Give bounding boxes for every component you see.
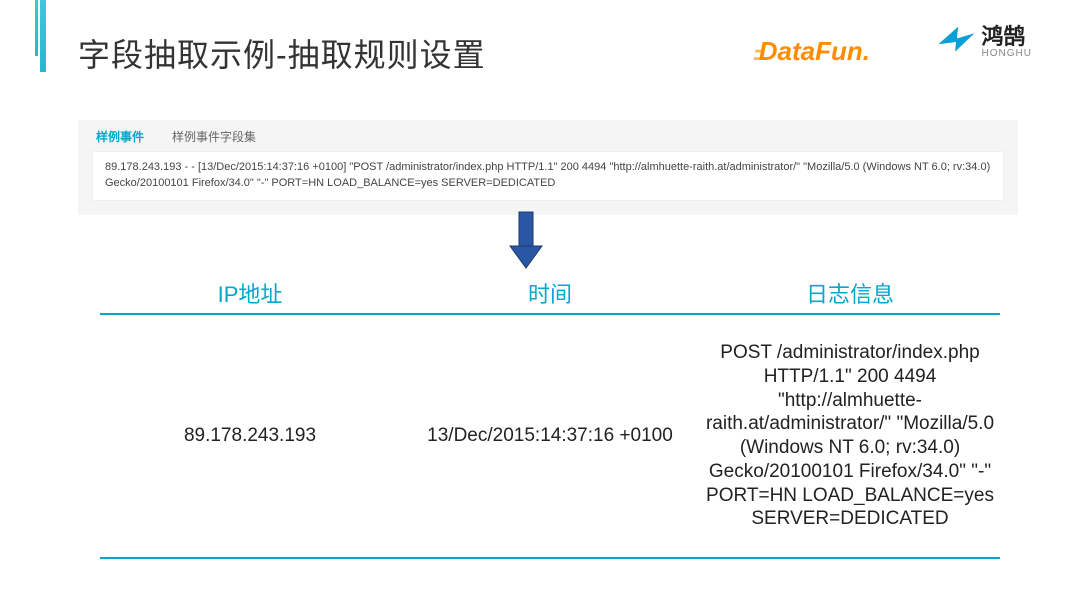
honghu-logo: 鸿鹄 HONGHU [934,20,1032,64]
cell-ip: 89.178.243.193 [100,424,400,448]
sample-panel: 样例事件 样例事件字段集 89.178.243.193 - - [13/Dec/… [78,120,1018,215]
accent-bar [40,0,46,72]
datafun-logo: :::DataFun. [753,36,870,67]
cell-time: 13/Dec/2015:14:37:16 +0100 [400,424,700,448]
tab-sample-event[interactable]: 样例事件 [96,128,144,145]
table-header-row: IP地址 时间 日志信息 [100,277,1000,315]
honghu-cn: 鸿鹄 [982,26,1032,48]
cell-log: POST /administrator/index.php HTTP/1.1" … [700,341,1000,531]
header-ip: IP地址 [100,277,400,309]
page-title: 字段抽取示例-抽取规则设置 [78,30,486,76]
tab-sample-fieldset[interactable]: 样例事件字段集 [172,128,256,145]
header-log: 日志信息 [700,277,1000,309]
tab-bar: 样例事件 样例事件字段集 [78,120,1018,151]
down-arrow-icon [508,210,544,270]
honghu-en: HONGHU [982,48,1032,59]
log-text: 89.178.243.193 - - [13/Dec/2015:14:37:16… [92,151,1004,201]
extraction-table: IP地址 时间 日志信息 89.178.243.193 13/Dec/2015:… [100,277,1000,559]
bird-icon [934,20,978,64]
table-row: 89.178.243.193 13/Dec/2015:14:37:16 +010… [100,315,1000,559]
header-time: 时间 [400,277,700,309]
